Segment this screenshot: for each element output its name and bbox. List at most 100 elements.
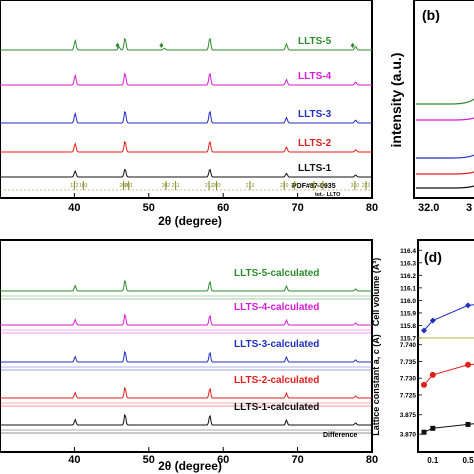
panel-d-axes: 115.7 115.8 115.9 116.0 116.1 116.2 116.3 116.4…: [400, 248, 474, 465]
reference-line-label: 203: [212, 183, 221, 189]
panel-b-label: (b): [422, 7, 440, 23]
panel-b-trace: [416, 98, 474, 105]
y-tick-label: 116.4: [400, 248, 416, 255]
x-tick-label: 70: [291, 454, 303, 466]
panel-c-x-axis: 40 50 60 70 80: [68, 447, 378, 466]
y-tick-label: 116.1: [400, 285, 416, 292]
data-point: [429, 371, 436, 378]
panel-d-frame: [417, 239, 474, 453]
series-trace-LLTS-2: [0, 140, 372, 153]
x-tick-label: 80: [366, 454, 378, 466]
series-line: [423, 423, 474, 433]
series-trace-LLTS-1: [0, 168, 372, 178]
phase-marker: ♦: [350, 40, 355, 50]
reference-line-label: 211: [172, 183, 180, 189]
panel-a-x-axis-label: 2θ (degree): [158, 214, 222, 228]
x-tick-label: 0.5: [462, 456, 474, 465]
data-point: [421, 327, 427, 334]
panel-b-x-axis: 32.0 3: [418, 202, 472, 214]
y-tick-label: 116.3: [400, 260, 416, 267]
panel-c-traces: [0, 279, 372, 434]
reference-line-label: 220: [280, 183, 289, 189]
x-tick-label: 0.1: [427, 456, 439, 465]
reference-line-label: 212: [205, 183, 214, 189]
y-tick-label: 3.875: [400, 412, 417, 419]
reference-line-label: 201: [125, 183, 134, 189]
x-tick-label: 60: [217, 454, 229, 466]
panel-c-difference-label: Difference: [323, 432, 357, 439]
series-label-LLTS-1-calculated: LLTS-1-calculated: [234, 402, 319, 413]
x-tick-label: 32.0: [418, 202, 439, 214]
phase-marker: ♦: [159, 40, 164, 50]
series-line: [423, 363, 474, 386]
panel-a-series-labels: LLTS-5 LLTS-4 LLTS-3 LLTS-2 LLTS-1: [298, 36, 332, 174]
series-line: [423, 304, 474, 331]
panel-d-label: (d): [424, 249, 442, 265]
panel-c: LLTS-5-calculated LLTS-4-calculated LLTS-3…: [0, 239, 378, 473]
data-point: [465, 302, 471, 309]
panel-b-traces: [416, 98, 474, 189]
panel-d: (d) Cell volume (Å³) Lattice constant a,…: [371, 239, 474, 465]
reference-line-label: 214: [310, 183, 319, 189]
x-tick-label: 60: [217, 202, 229, 214]
data-point: [421, 429, 427, 435]
reference-line-label: 310: [351, 183, 360, 189]
calculated-trace-LLTS-5-calculated: [0, 279, 372, 292]
reference-line-label: 213: [246, 183, 255, 189]
panel-d-y-axis-label-lattice: Lattice constant a, c (Å): [371, 334, 381, 436]
reference-line-label: 223: [362, 183, 371, 189]
y-tick-label: 3.870: [400, 432, 417, 439]
phase-marker: ♦: [115, 40, 120, 50]
x-tick-label: 40: [68, 202, 80, 214]
x-tick-label: 70: [291, 202, 303, 214]
panel-a-reference-pattern: PDF#87-0935tet.- LLTO1121032002012022112…: [0, 181, 372, 198]
series-label-LLTS-1: LLTS-1: [298, 163, 332, 174]
series-label-LLTS-4-calculated: LLTS-4-calculated: [234, 302, 319, 313]
calculated-trace-LLTS-2-calculated: [0, 386, 372, 399]
series-label-LLTS-5: LLTS-5: [298, 36, 332, 47]
x-tick-label: 50: [143, 454, 155, 466]
x-tick-label: 80: [366, 202, 378, 214]
y-tick-label: 115.7: [400, 336, 416, 343]
y-tick-label: 116.2: [400, 273, 416, 280]
x-tick-label: 40: [68, 454, 80, 466]
reference-line-label: 103: [79, 183, 88, 189]
series-label-LLTS-2: LLTS-2: [298, 138, 332, 149]
y-tick-label: 7.730: [400, 376, 417, 383]
panel-b: (b) intensity (a.u.) 32.0 3: [388, 0, 474, 214]
panel-c-x-axis-label: 2θ (degree): [158, 459, 222, 473]
data-point: [429, 317, 436, 324]
calculated-trace-LLTS-1-calculated: [0, 413, 372, 426]
panel-b-trace: [416, 154, 474, 159]
reference-line-label: 200: [119, 183, 128, 189]
calculated-trace-LLTS-3-calculated: [0, 350, 372, 363]
y-tick-label: 7.740: [400, 342, 417, 349]
panel-c-series-labels: LLTS-5-calculated LLTS-4-calculated LLTS-3…: [234, 268, 319, 413]
panel-b-trace: [416, 171, 474, 175]
series-label-LLTS-3: LLTS-3: [298, 109, 332, 120]
reference-line-label: 301: [319, 183, 328, 189]
y-tick-label: 7.725: [400, 392, 417, 399]
x-tick-label: 50: [143, 202, 155, 214]
reference-line-label: 202: [162, 183, 171, 189]
y-tick-label: 115.9: [400, 310, 416, 317]
reference-line-label: 112: [70, 183, 78, 189]
reference-subtitle: tet.- LLTO: [315, 192, 341, 198]
panel-a-traces: ♦ ♦ ♦: [0, 37, 372, 178]
panel-d-points: [421, 302, 474, 435]
panel-a-frame: [0, 0, 373, 199]
data-point: [465, 421, 471, 427]
panel-b-y-axis-label: intensity (a.u.): [388, 53, 404, 148]
series-trace-LLTS-4: [0, 72, 372, 86]
panel-a-x-axis: 40 50 60 70 80: [68, 193, 378, 214]
series-trace-LLTS-3: [0, 110, 372, 124]
series-label-LLTS-4: LLTS-4: [298, 71, 332, 82]
series-label-LLTS-3-calculated: LLTS-3-calculated: [234, 339, 319, 350]
calculated-trace-LLTS-4-calculated: [0, 313, 372, 326]
data-point: [430, 425, 436, 431]
x-tick-label-clipped: 3: [466, 202, 472, 214]
panel-b-trace: [416, 185, 474, 189]
panel-b-frame: [413, 0, 474, 199]
